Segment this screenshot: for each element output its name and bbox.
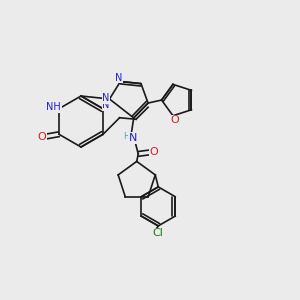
Text: O: O [170,115,179,125]
Text: N: N [102,100,110,110]
Text: N: N [102,93,110,103]
Text: Cl: Cl [153,228,164,239]
Text: NH: NH [46,102,61,112]
Text: N: N [115,73,123,82]
Text: H: H [123,132,129,141]
Text: O: O [150,147,158,158]
Text: N: N [129,133,137,143]
Text: O: O [38,132,46,142]
